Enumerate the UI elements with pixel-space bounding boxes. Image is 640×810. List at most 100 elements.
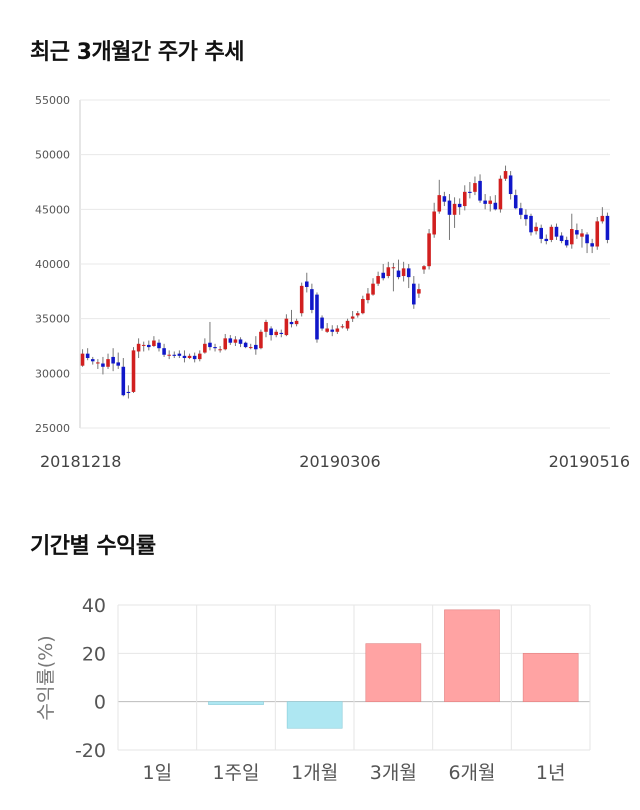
- candle-body: [447, 200, 452, 215]
- candle-body: [147, 344, 151, 348]
- candle-body: [289, 321, 294, 325]
- returns-grid: [117, 604, 591, 751]
- returns-category-label: 1개월: [291, 762, 338, 784]
- candle-body: [90, 359, 95, 362]
- candle-body: [233, 339, 238, 343]
- candle-body: [544, 238, 549, 242]
- candle-body: [197, 353, 202, 360]
- candle-body: [228, 338, 233, 343]
- candle-body: [141, 344, 146, 346]
- candle-body: [243, 342, 248, 348]
- price-y-tick-label: 45000: [35, 203, 70, 216]
- candle-body: [157, 342, 161, 349]
- candle-body: [473, 183, 477, 192]
- candle-body: [437, 195, 442, 212]
- returns-category-label: 1주일: [212, 762, 259, 784]
- candle-body: [218, 349, 222, 351]
- candle-body: [274, 331, 278, 336]
- candle-body: [376, 276, 380, 284]
- candle-body: [203, 343, 207, 353]
- candle-body: [452, 203, 457, 215]
- candle-body: [554, 226, 559, 237]
- candle-body: [462, 191, 467, 207]
- candle-body: [269, 328, 273, 336]
- price-y-ticks: 55000 50000 45000 40000 35000 30000 25000: [35, 94, 70, 435]
- candle-body: [116, 362, 121, 366]
- candle-body: [427, 233, 431, 267]
- price-trend-title: 최근 3개월간 주가 추세: [30, 40, 244, 65]
- returns-bar-1개월: [286, 701, 343, 729]
- candle-body: [310, 289, 314, 310]
- date-labels: 20181218 20190306 20190516: [40, 452, 630, 471]
- candle-body: [279, 332, 284, 334]
- candlestick-chart: 55000 50000 45000 40000 35000 30000 25000 2018…: [35, 94, 630, 471]
- candle-body: [111, 356, 115, 364]
- candle-body: [294, 320, 299, 325]
- candle-body: [595, 221, 600, 247]
- candle-body: [371, 283, 375, 295]
- candle-body: [575, 230, 579, 235]
- returns-bar-1년: [522, 653, 579, 702]
- candle-body: [401, 268, 406, 277]
- candle-body: [366, 293, 370, 301]
- candle-body: [259, 331, 263, 349]
- candle-body: [340, 326, 345, 328]
- returns-y-axis-label: 수익률(%): [35, 635, 57, 720]
- candle-body: [85, 353, 90, 359]
- candle-body: [457, 203, 462, 208]
- candle-body: [350, 316, 355, 319]
- candle-body: [264, 321, 268, 332]
- candle-body: [468, 191, 472, 193]
- candle-body: [417, 289, 421, 294]
- candle-body: [493, 202, 498, 210]
- candle-body: [182, 355, 187, 359]
- candle-body: [177, 353, 182, 356]
- candle-body: [248, 347, 253, 349]
- candle-body: [529, 215, 533, 233]
- date-label: 20190306: [299, 452, 380, 471]
- candle-body: [391, 267, 396, 269]
- candle-body: [519, 208, 523, 215]
- candle-body: [284, 318, 289, 336]
- date-label: 20181218: [40, 452, 121, 471]
- price-grid: [79, 99, 610, 429]
- candle-body: [121, 366, 126, 396]
- candle-body: [549, 226, 554, 240]
- candle-body: [386, 267, 391, 277]
- candle-body: [534, 226, 538, 232]
- price-y-tick-label: 40000: [35, 258, 70, 271]
- candle-body: [335, 328, 340, 332]
- candle-body: [254, 344, 258, 350]
- candles: [80, 165, 610, 399]
- candle-body: [131, 350, 136, 392]
- candle-body: [345, 320, 350, 329]
- candle-body: [315, 294, 319, 340]
- candle-body: [223, 338, 228, 350]
- candle-body: [432, 211, 436, 235]
- candle-body: [320, 317, 324, 329]
- date-label: 20190516: [549, 452, 630, 471]
- candle-body: [483, 200, 487, 204]
- candle-body: [422, 266, 426, 270]
- returns-y-tick-label: 20: [82, 643, 106, 665]
- candle-body: [412, 283, 416, 305]
- candle-body: [162, 348, 166, 355]
- candle-body: [96, 362, 100, 364]
- returns-y-tick-label: 40: [82, 595, 106, 617]
- price-y-tick-label: 35000: [35, 313, 70, 326]
- candle-body: [478, 180, 482, 201]
- candle-body: [406, 268, 411, 278]
- candle-body: [539, 227, 543, 239]
- candle-body: [564, 239, 569, 246]
- returns-category-label: 6개월: [448, 762, 495, 784]
- candle-body: [187, 355, 192, 359]
- returns-bar-6개월: [444, 609, 500, 702]
- candle-body: [172, 354, 177, 356]
- price-y-tick-label: 30000: [35, 367, 70, 380]
- candle-body: [580, 233, 584, 237]
- candle-body: [361, 298, 365, 314]
- candle-body: [498, 178, 503, 210]
- candle-body: [355, 313, 360, 316]
- candle-body: [590, 243, 594, 247]
